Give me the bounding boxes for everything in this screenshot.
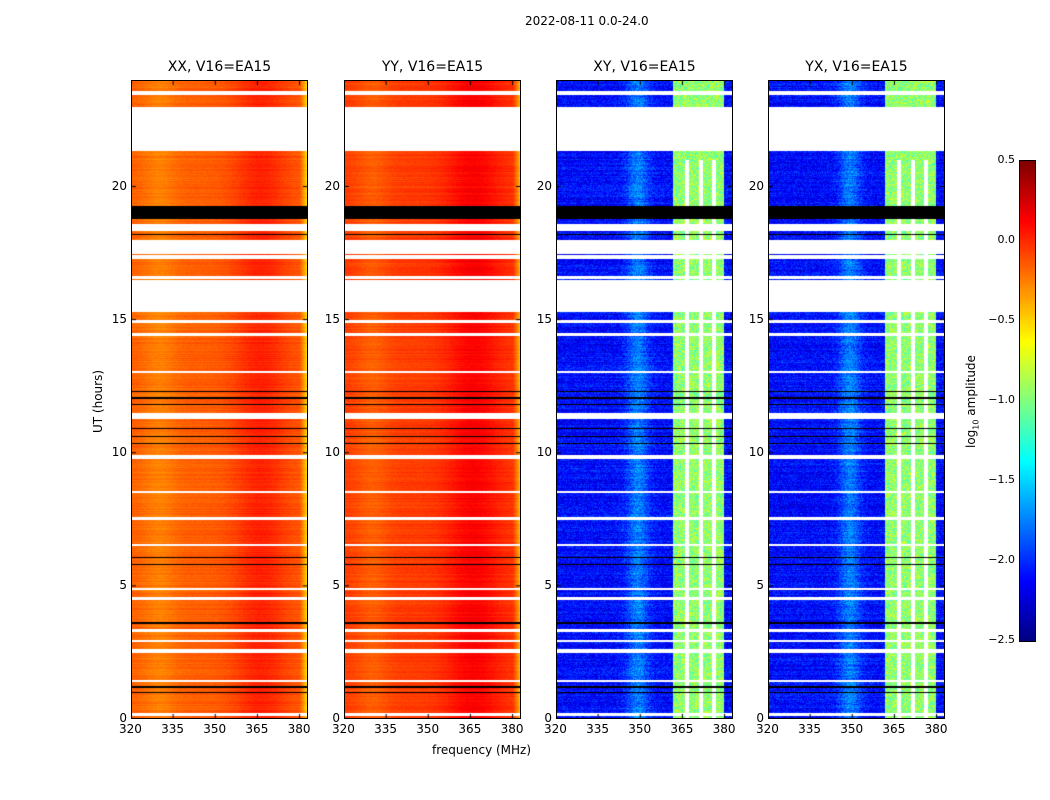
heatmap-image: [131, 80, 308, 719]
y-tick-label: 10: [111, 444, 127, 459]
colorbar-label-sub: 10: [971, 419, 981, 430]
x-tick-label: 350: [416, 722, 440, 736]
colorbar-tick-label: 0.5: [997, 153, 1016, 166]
y-tick-label: 10: [324, 444, 340, 459]
y-tick-label: 10: [748, 444, 764, 459]
y-tick-label: 5: [332, 577, 340, 592]
x-tick-label: 320: [756, 722, 779, 736]
y-tick-label: 15: [748, 311, 764, 326]
panel-title: XY, V16=EA15: [593, 59, 696, 75]
x-tick-label: 380: [500, 722, 524, 736]
x-tick-label: 350: [628, 722, 652, 736]
y-tick-label: 10: [536, 444, 552, 459]
axes-frame: [768, 80, 945, 719]
y-tick-label: 0: [332, 711, 340, 725]
x-tick-label: 335: [161, 722, 185, 736]
heatmap-image: [556, 80, 733, 719]
y-tick-label: 5: [119, 577, 127, 592]
axes-frame: [556, 80, 733, 719]
y-tick-label: 5: [544, 577, 552, 592]
figure-title: 2022-08-11 0.0-24.0: [525, 14, 649, 28]
x-tick-label: 365: [245, 722, 269, 736]
x-tick-label: 380: [924, 722, 948, 736]
colorbar-label-main: log: [964, 429, 978, 448]
colorbar-label: log10 amplitude: [964, 355, 980, 448]
y-tick-label: 20: [536, 178, 552, 193]
colorbar-label-rest: amplitude: [964, 355, 978, 420]
heatmap-panel-xx: [131, 80, 308, 719]
x-tick-label: 320: [119, 722, 142, 736]
y-tick-label: 0: [756, 711, 764, 725]
y-tick-label: 20: [324, 178, 340, 193]
heatmap-panel-xy: [556, 80, 733, 719]
heatmap-panel-yy: [344, 80, 521, 719]
x-tick-label: 335: [374, 722, 398, 736]
y-axis-label: UT (hours): [91, 369, 105, 433]
y-tick-label: 20: [111, 178, 127, 193]
x-tick-label: 365: [458, 722, 482, 736]
x-tick-label: 350: [840, 722, 864, 736]
y-tick-label: 15: [536, 311, 552, 326]
heatmap-image: [768, 80, 945, 719]
y-tick-label: 5: [756, 577, 764, 592]
x-tick-label: 365: [882, 722, 906, 736]
panel-title: YY, V16=EA15: [381, 59, 484, 75]
x-tick-label: 380: [287, 722, 311, 736]
x-tick-label: 320: [544, 722, 567, 736]
x-axis-label: frequency (MHz): [432, 743, 532, 757]
heatmap-panel-yx: [768, 80, 945, 719]
axes-frame: [131, 80, 308, 719]
x-tick-label: 335: [798, 722, 822, 736]
y-tick-label: 15: [324, 311, 340, 326]
colorbar-tick-label: −1.5: [988, 473, 1015, 486]
axes-frame: [344, 80, 521, 719]
heatmap-image: [344, 80, 521, 719]
y-tick-label: 20: [748, 178, 764, 193]
panel-title: XX, V16=EA15: [167, 59, 272, 75]
x-tick-label: 350: [203, 722, 227, 736]
x-tick-label: 380: [712, 722, 736, 736]
colorbar-tick-label: −2.0: [988, 553, 1015, 566]
colorbar-tick-label: 0.0: [997, 233, 1016, 246]
colorbar-tick-label: −1.0: [988, 393, 1015, 406]
x-tick-label: 320: [332, 722, 355, 736]
y-tick-label: 0: [544, 711, 552, 725]
y-tick-label: 15: [111, 311, 127, 326]
y-tick-label: 0: [119, 711, 127, 725]
panel-title: YX, V16=EA15: [805, 59, 908, 75]
colorbar-tick-label: −0.5: [988, 313, 1015, 326]
x-tick-label: 335: [586, 722, 610, 736]
x-tick-label: 365: [670, 722, 694, 736]
colorbar-tick-label: −2.5: [988, 633, 1015, 646]
colorbar: [1019, 160, 1036, 642]
